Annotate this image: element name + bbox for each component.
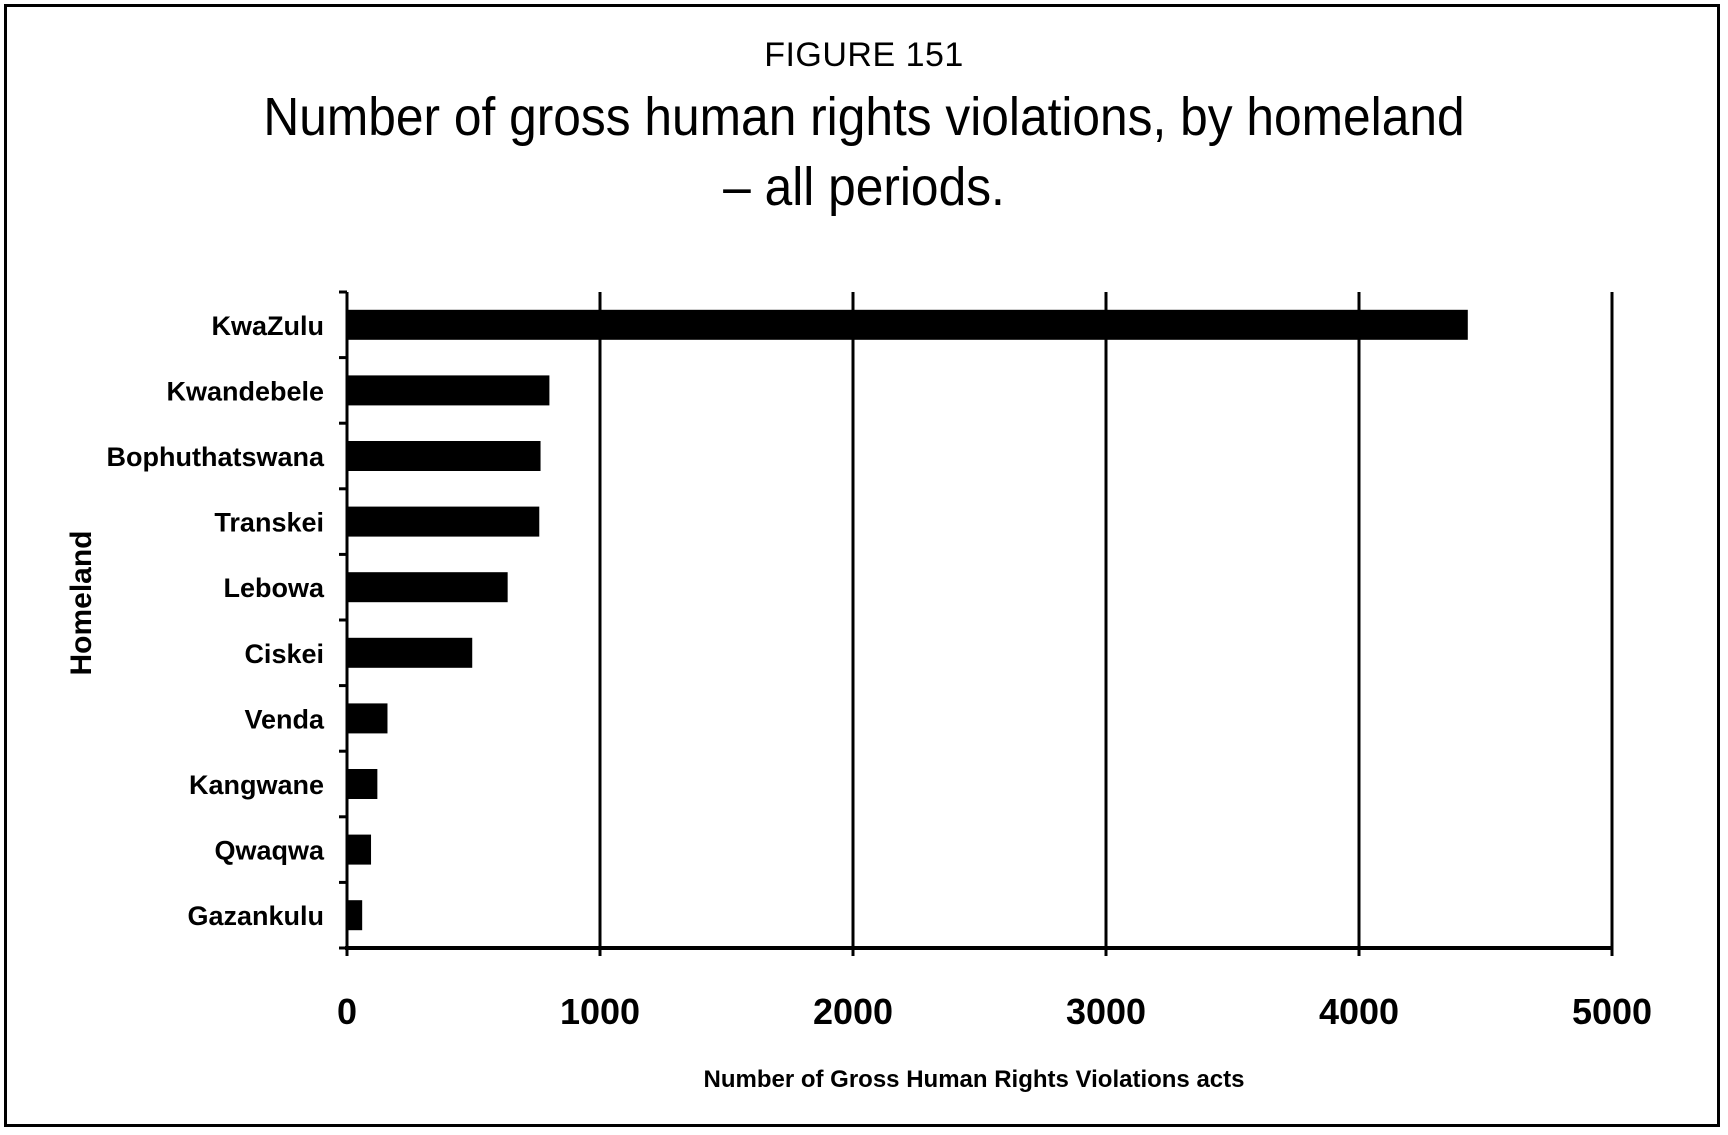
category-label-qwaqwa: Qwaqwa	[214, 836, 325, 866]
category-label-venda: Venda	[244, 704, 325, 734]
category-label-kangwane: Kangwane	[189, 770, 324, 800]
category-label-gazankulu: Gazankulu	[187, 901, 324, 931]
category-label-bophuthatswana: Bophuthatswana	[106, 442, 324, 472]
bar-gazankulu	[347, 900, 363, 931]
bar-ciskei	[347, 637, 473, 668]
bar-kwazulu	[347, 309, 1468, 340]
bar-lebowa	[347, 572, 508, 603]
category-label-lebowa: Lebowa	[223, 573, 324, 603]
category-label-kwandebele: Kwandebele	[166, 376, 324, 406]
chart-title-line-1: Number of gross human rights violations,…	[263, 87, 1465, 147]
x-tick-label-3: 3000	[1066, 991, 1146, 1032]
bar-kwandebele	[347, 375, 550, 406]
y-axis-label: Homeland	[65, 530, 98, 676]
category-label-ciskei: Ciskei	[244, 639, 324, 669]
chart-title-line-2: – all periods.	[723, 157, 1005, 217]
bar-transkei	[347, 506, 540, 537]
bar-kangwane	[347, 769, 378, 799]
x-tick-label-4: 4000	[1319, 991, 1399, 1032]
bar-qwaqwa	[347, 834, 372, 865]
figure-frame	[4, 4, 1720, 1127]
bar-bophuthatswana	[347, 441, 541, 471]
figure-number: FIGURE 151	[764, 36, 964, 74]
category-label-transkei: Transkei	[214, 508, 324, 538]
bar-venda	[347, 703, 388, 734]
category-label-kwazulu: KwaZulu	[212, 311, 325, 341]
x-tick-label-5: 5000	[1572, 991, 1652, 1032]
x-axis-label: Number of Gross Human Rights Violations …	[703, 1066, 1245, 1093]
chart-title: Number of gross human rights violations,…	[69, 82, 1659, 222]
x-tick-label-2: 2000	[813, 991, 893, 1032]
x-tick-label-0: 0	[337, 991, 357, 1032]
x-tick-label-1: 1000	[560, 991, 640, 1032]
